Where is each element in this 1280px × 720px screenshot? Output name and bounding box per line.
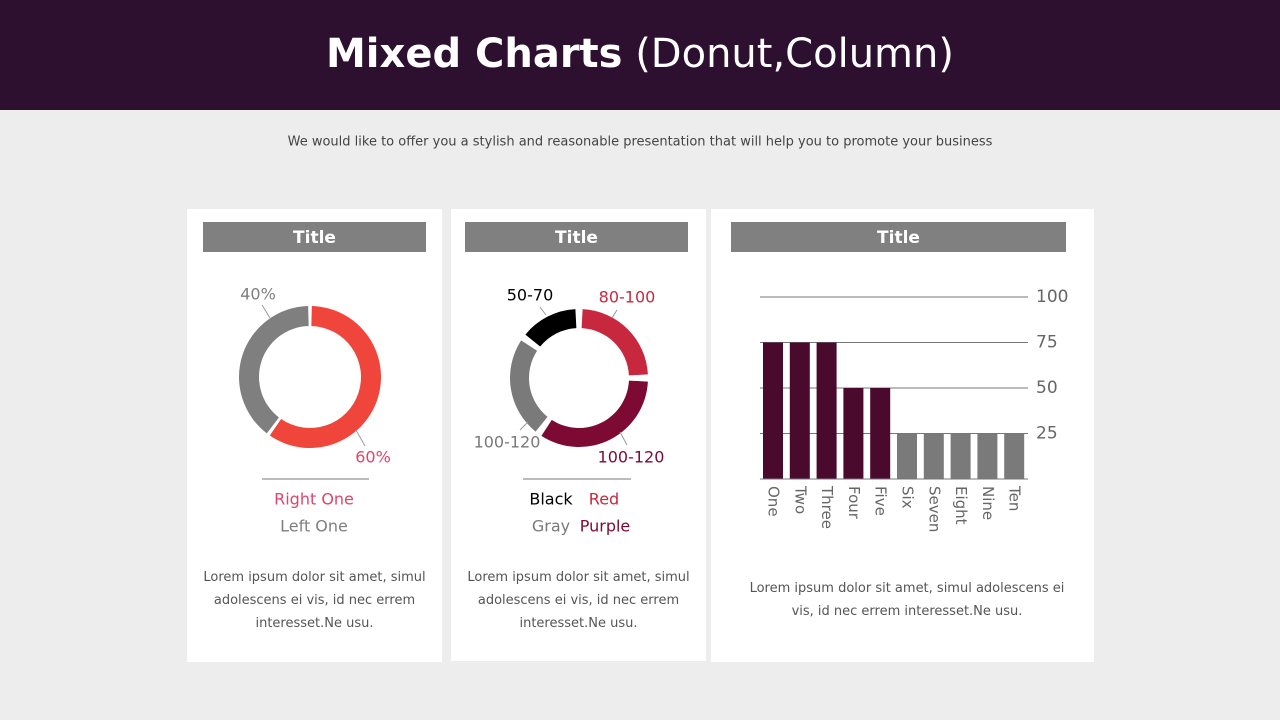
legend-entry: Gray: [532, 517, 570, 536]
bar: [870, 388, 891, 479]
x-tick-label: Four: [845, 486, 863, 520]
leader-line: [619, 431, 628, 446]
y-tick-label: 100: [1036, 287, 1068, 307]
panel-text: Lorem ipsum dolor sit amet, simul adoles…: [203, 570, 426, 631]
panel-text: Lorem ipsum dolor sit amet, simul adoles…: [467, 570, 690, 631]
legend-entry: Red: [589, 490, 619, 509]
x-tick-label: Six: [899, 486, 917, 509]
legend-entry: Left One: [280, 517, 348, 536]
chart-title-bar: [203, 222, 426, 252]
x-tick-label: Nine: [979, 486, 997, 520]
x-tick-label: Eight: [952, 486, 970, 525]
chart-title: Title: [293, 228, 336, 248]
donut-segment: [541, 380, 648, 447]
title-suffix: (Donut,Column): [635, 31, 954, 77]
x-tick-label: Two: [791, 485, 809, 514]
x-tick-label: One: [765, 486, 783, 517]
bar: [897, 433, 917, 479]
title-main: Mixed Charts: [326, 31, 622, 77]
segment-label: 100-120: [474, 433, 541, 452]
chart-title: Title: [877, 228, 920, 248]
segment-label: 60%: [355, 448, 391, 467]
leader-line: [261, 304, 271, 319]
bar: [816, 342, 837, 479]
chart-title-bar: [731, 222, 1066, 252]
donut-segment: [509, 340, 548, 432]
bar: [950, 433, 971, 479]
chart-title-bar: [465, 222, 688, 252]
header-bar: [0, 0, 1280, 110]
donut-segment: [525, 309, 577, 347]
leader-line: [611, 309, 618, 319]
segment-label: 50-70: [507, 286, 554, 305]
leader-line: [355, 429, 366, 447]
panel-text: Lorem ipsum dolor sit amet, simul adoles…: [749, 581, 1065, 619]
bar: [977, 433, 998, 479]
legend-entry: Black: [529, 490, 573, 509]
chart-title: Title: [555, 228, 598, 248]
y-tick-label: 75: [1036, 333, 1058, 353]
segment-label: 80-100: [599, 288, 656, 307]
header-title: Mixed Charts (Donut,Column): [326, 31, 954, 77]
donut-segment: [239, 306, 309, 434]
x-tick-label: Ten: [1006, 485, 1024, 511]
bar: [923, 433, 944, 479]
leader-line: [519, 421, 529, 431]
segment-label: 100-120: [598, 448, 665, 467]
y-tick-label: 25: [1036, 424, 1058, 444]
x-tick-label: Seven: [925, 486, 943, 532]
bar: [843, 388, 864, 479]
leader-line: [539, 306, 547, 316]
subtitle: We would like to offer you a stylish and…: [288, 135, 993, 150]
bar: [789, 342, 810, 479]
y-tick-label: 50: [1036, 378, 1058, 398]
legend-entry: Right One: [274, 490, 354, 509]
bar: [763, 342, 783, 479]
x-tick-label: Five: [872, 486, 890, 516]
segment-label: 40%: [240, 285, 276, 304]
donut-segment: [581, 309, 648, 376]
legend-entry: Purple: [580, 517, 631, 536]
bar: [1004, 433, 1025, 479]
donut-segment: [269, 306, 381, 448]
x-tick-label: Three: [818, 485, 836, 529]
